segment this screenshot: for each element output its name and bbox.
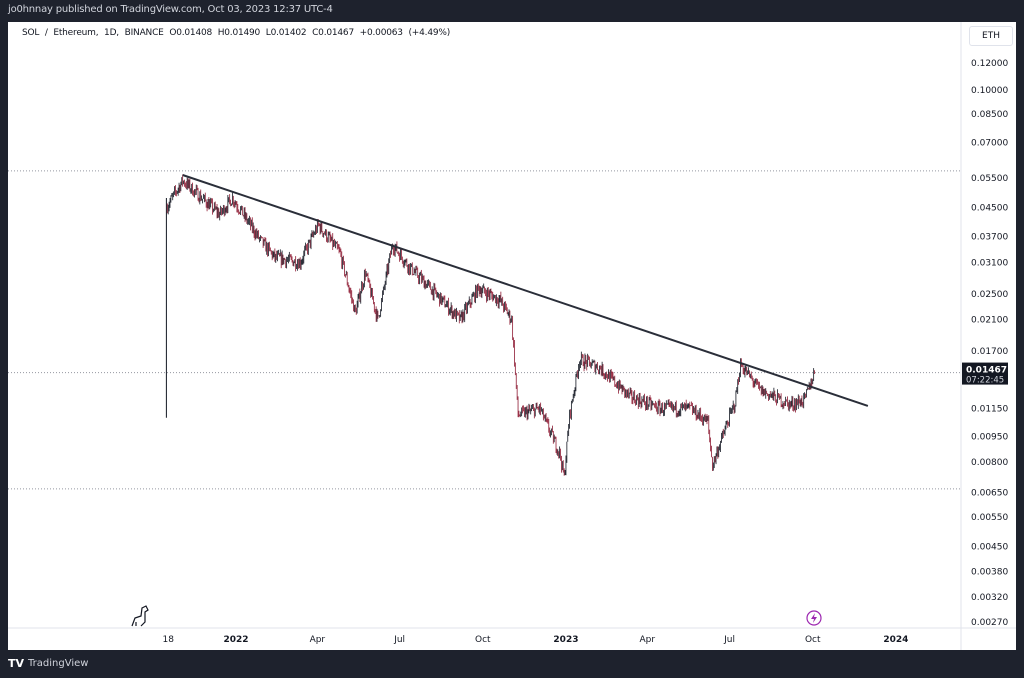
price-tick-label: 0.01700 [971,347,1008,357]
dinosaur-icon[interactable] [131,605,149,627]
price-chart[interactable]: 0.12000 0.10000 0.08500 0.07000 0.05500 0.045… [8,22,1016,650]
price-tick-label: 0.00450 [971,543,1008,553]
chart-panel[interactable]: 0.12000 0.10000 0.08500 0.07000 0.05500 0.045… [8,22,1016,650]
publisher-header: jo0hnnay published on TradingView.com, O… [8,4,333,15]
time-tick-label: 2022 [223,635,248,645]
time-tick-label: Apr [640,635,656,645]
price-tick-label: 0.07000 [971,138,1008,148]
currency-unit-button[interactable]: ETH [969,26,1013,46]
price-tick-label: 0.00800 [971,458,1008,468]
time-tick-label: Apr [310,635,326,645]
time-tick-label: Oct [805,635,821,645]
brand-name: TradingView [28,658,89,669]
tradingview-logo-icon: TV [8,657,25,670]
open-value: O0.01408 [169,28,213,38]
current-price-value: 0.01467 [966,366,1007,376]
ohlc-legend: SOL / Ethereum, 1D, BINANCE O0.01408 H0.… [22,28,450,38]
price-tick-label: 0.00650 [971,488,1008,498]
price-tick-label: 0.02100 [971,316,1008,326]
trendline[interactable] [182,174,869,407]
high-value: H0.01490 [217,28,261,38]
price-tick-label: 0.00270 [971,618,1008,628]
price-tick-label: 0.00950 [971,433,1008,443]
price-tick-label: 0.04500 [971,203,1008,213]
time-tick-label: Jul [393,635,405,645]
footer: TV TradingView [8,657,88,670]
price-tick-label: 0.00320 [971,593,1008,603]
low-value: L0.01402 [265,28,307,38]
price-tick-label: 0.03700 [971,232,1008,242]
time-tick-label: Oct [475,635,491,645]
time-tick-label: 2023 [553,635,578,645]
time-tick-label: Jul [723,635,735,645]
price-tick-label: 0.01150 [971,404,1008,414]
time-tick-label: 18 [162,635,174,645]
price-tick-label: 0.12000 [971,59,1008,69]
price-tick-label: 0.05500 [971,174,1008,184]
close-value: C0.01467 [312,28,354,38]
price-tick-label: 0.03100 [971,258,1008,268]
lightning-bolt-icon [811,613,817,623]
bar-countdown: 07:22:45 [966,376,1004,386]
price-tick-label: 0.10000 [971,86,1008,96]
price-tick-label: 0.00550 [971,513,1008,523]
price-tick-label: 0.02500 [971,290,1008,300]
current-price-label [962,362,1008,385]
change-value: +0.00063 (+4.49%) [359,28,451,38]
lightning-event-icon[interactable] [806,610,822,626]
price-tick-label: 0.00380 [971,568,1008,578]
symbol-label[interactable]: SOL / Ethereum, 1D, BINANCE [22,28,164,38]
price-tick-label: 0.08500 [971,110,1008,120]
time-tick-label: 2024 [883,635,908,645]
